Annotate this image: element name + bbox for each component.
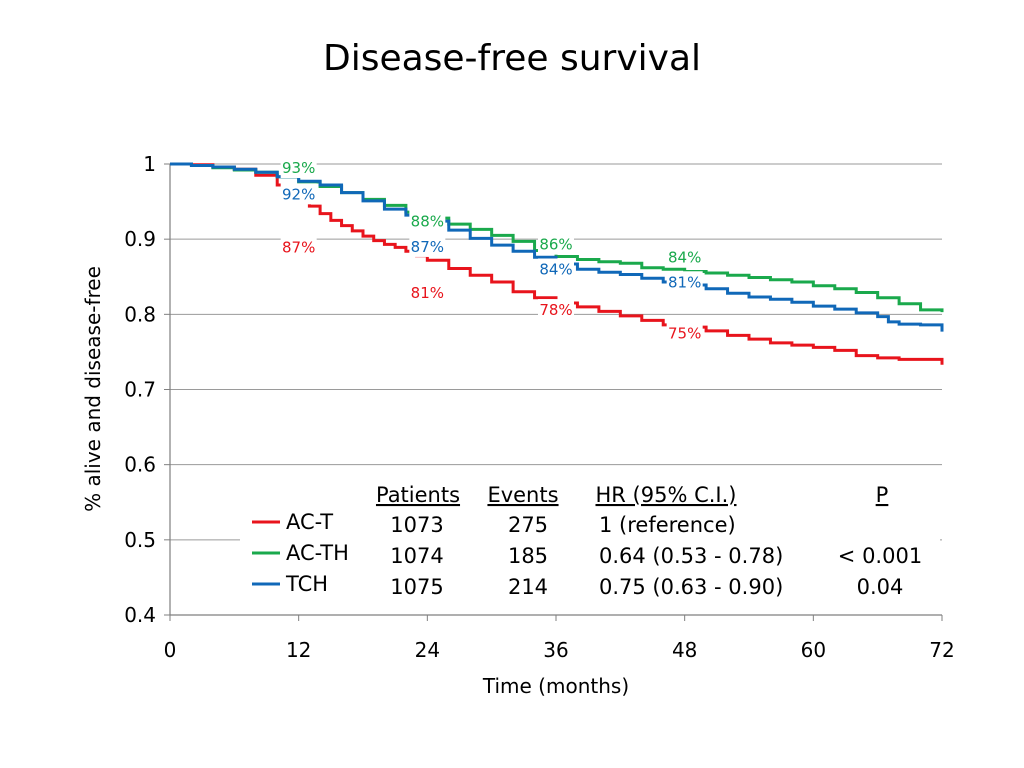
legend-p-value: 0.04 (857, 575, 904, 599)
legend-series-name: AC-TH (286, 541, 349, 565)
annotation-label: 81% (411, 284, 444, 302)
legend-events: 185 (508, 544, 548, 568)
legend-series-name: TCH (285, 572, 328, 596)
legend-patients: 1073 (390, 513, 443, 537)
annotation-label: 84% (668, 248, 701, 266)
legend-table: Patients Events HR (95% C.I.) P AC-T 1073 275 1… (240, 478, 940, 606)
annotation-bg (280, 236, 317, 258)
x-tick-label: 48 (672, 638, 697, 662)
annotation-bg (666, 271, 703, 293)
annotation-bg (280, 183, 317, 205)
legend-patients: 1075 (390, 575, 443, 599)
y-tick-label: 0.7 (124, 378, 156, 402)
y-tick-label: 1 (143, 152, 156, 176)
legend-hr: 0.75 (0.63 - 0.90) (599, 575, 783, 599)
percent-annotations: 93% 92% 87% 88% 87% 81% 86% 84% 78% 84% 81% 75% (280, 157, 703, 344)
legend-bg (240, 478, 940, 606)
y-tick-label: 0.4 (124, 603, 156, 627)
x-tick-label: 24 (415, 638, 440, 662)
annotation-bg (538, 233, 574, 255)
annotation-label: 75% (668, 324, 701, 342)
legend-header: HR (95% C.I.) (595, 483, 736, 507)
legend-p-value: < 0.001 (838, 544, 922, 568)
y-tick-label: 0.5 (124, 528, 156, 552)
legend-events: 214 (508, 575, 548, 599)
annotation-bg (538, 258, 574, 280)
legend-events: 275 (508, 513, 548, 537)
annotation-label: 93% (282, 159, 315, 177)
legend-hr: 1 (reference) (599, 513, 736, 537)
y-tick-label: 0.9 (124, 227, 156, 251)
annotation-bg (666, 246, 703, 268)
x-tick-label: 60 (801, 638, 826, 662)
chart-title: Disease-free survival (322, 38, 702, 79)
annotation-label: 84% (539, 260, 572, 278)
legend-header: Events (487, 483, 558, 507)
legend-header: P (876, 483, 889, 507)
x-tick-label: 36 (543, 638, 568, 662)
annotation-label: 87% (411, 238, 444, 256)
series-line-tch (170, 162, 944, 332)
annotation-bg (538, 299, 574, 321)
annotation-label: 88% (411, 212, 444, 230)
annotation-bg (280, 157, 317, 179)
annotation-label: 81% (668, 273, 701, 291)
legend-series-name: AC-T (286, 510, 333, 534)
annotation-label: 92% (282, 185, 315, 203)
annotation-bg (409, 281, 446, 303)
legend-patients: 1074 (390, 544, 443, 568)
x-tick-label: 0 (164, 638, 177, 662)
annotation-label: 86% (539, 236, 572, 254)
annotation-label: 78% (539, 301, 572, 319)
y-tick-label: 0.8 (124, 302, 156, 326)
annotation-bg (409, 210, 446, 232)
x-tick-label: 12 (286, 638, 311, 662)
annotation-bg (409, 235, 446, 257)
annotation-label: 87% (282, 239, 315, 257)
y-tick-label: 0.6 (124, 453, 156, 477)
axes: 0.4 0.5 0.6 0.7 0.8 0.9 1 0 12 24 36 48 60 72 (124, 152, 955, 662)
legend-hr: 0.64 (0.53 - 0.78) (599, 544, 783, 568)
y-axis-label: % alive and disease-free (81, 266, 105, 512)
x-tick-label: 72 (929, 638, 954, 662)
annotation-bg (666, 322, 703, 344)
x-axis-label: Time (months) (482, 674, 629, 698)
legend-header: Patients (376, 483, 460, 507)
